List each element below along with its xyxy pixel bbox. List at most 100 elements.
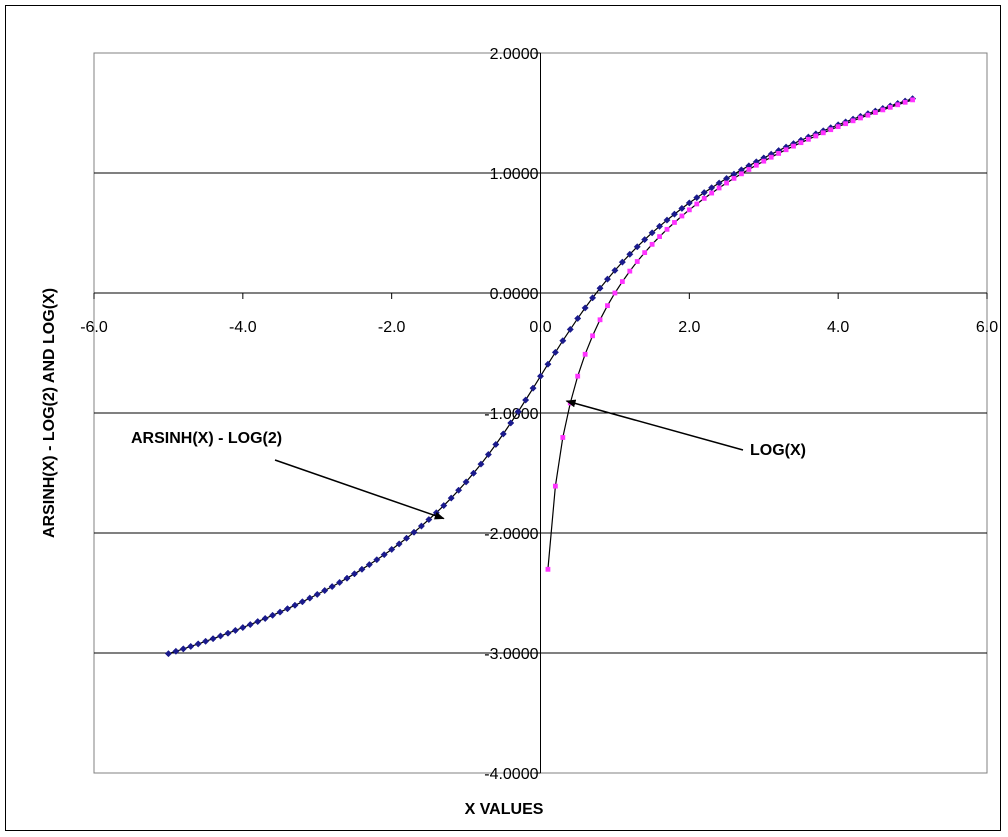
data-point: [492, 440, 500, 448]
data-point: [566, 325, 574, 333]
data-point: [350, 570, 359, 578]
data-point: [648, 229, 656, 237]
data-point: [619, 279, 625, 284]
data-point: [663, 216, 671, 224]
x-tick-label: 4.0: [827, 319, 849, 336]
data-point: [693, 194, 701, 202]
y-tick-label: 0.0000: [490, 286, 539, 303]
data-point: [328, 583, 336, 591]
data-point: [417, 522, 425, 530]
data-point: [313, 590, 321, 598]
data-point: [858, 115, 863, 121]
data-point: [179, 645, 187, 653]
data-point: [462, 478, 470, 486]
data-point: [672, 220, 677, 225]
data-point: [701, 195, 707, 201]
data-point: [440, 502, 448, 510]
data-point: [484, 450, 492, 459]
data-point: [880, 107, 886, 113]
data-point: [231, 626, 239, 634]
data-point: [596, 284, 604, 292]
data-point: [514, 408, 522, 416]
data-point: [410, 528, 418, 536]
data-point: [455, 486, 463, 494]
data-point: [649, 241, 655, 247]
data-point: [776, 151, 782, 156]
data-point: [582, 351, 588, 357]
data-point: [560, 435, 566, 440]
data-point: [686, 207, 692, 213]
data-point: [545, 566, 551, 572]
data-point: [768, 154, 774, 160]
data-point: [895, 102, 901, 108]
annotations: ARSINH(X) - LOG(2) LOG(X): [131, 399, 806, 520]
data-point: [164, 650, 172, 658]
data-point: [887, 104, 893, 110]
data-point: [709, 190, 715, 196]
data-point: [194, 640, 202, 648]
x-tick-label: 2.0: [678, 319, 700, 336]
data-point: [700, 189, 708, 197]
data-point: [477, 460, 485, 468]
x-tick-label: 0.0: [529, 319, 551, 336]
data-point: [261, 614, 269, 623]
data-point: [642, 250, 648, 256]
data-point: [739, 171, 744, 177]
data-point: [254, 618, 262, 626]
data-point: [731, 175, 737, 181]
data-point: [306, 594, 314, 602]
y-tick-label: -2.0000: [484, 526, 538, 543]
x-tick-label: -4.0: [229, 319, 257, 336]
data-point: [634, 259, 640, 264]
data-point: [605, 303, 610, 309]
data-point: [872, 110, 878, 115]
data-point: [850, 118, 856, 124]
series-log: [545, 97, 915, 572]
data-point: [783, 147, 789, 153]
x-tick-label: 6.0: [976, 319, 998, 336]
data-point: [552, 483, 558, 489]
data-point: [657, 234, 662, 239]
data-point: [172, 647, 180, 655]
data-point: [746, 167, 752, 172]
data-point: [522, 396, 530, 404]
data-point: [806, 136, 811, 142]
data-point: [910, 97, 915, 103]
data-point: [603, 275, 612, 283]
data-point: [835, 124, 841, 130]
data-point: [828, 127, 834, 133]
data-point: [321, 586, 329, 595]
data-point: [544, 360, 552, 368]
data-point: [187, 642, 195, 650]
data-point: [589, 294, 597, 302]
y-tick-label: -3.0000: [484, 646, 538, 663]
data-point: [239, 623, 247, 632]
x-tick-label: -6.0: [80, 319, 108, 336]
chart-frame: [5, 5, 1001, 831]
data-point: [298, 598, 306, 606]
data-point: [529, 384, 537, 392]
data-point: [664, 226, 670, 232]
data-point: [447, 494, 455, 502]
data-point: [283, 605, 292, 613]
data-point: [536, 372, 545, 380]
data-point: [791, 143, 796, 149]
data-point: [202, 637, 210, 645]
data-point: [626, 250, 634, 258]
data-point: [716, 185, 722, 191]
data-point: [724, 180, 729, 186]
data-point: [694, 201, 700, 207]
annotation-log-label: LOG(X): [750, 442, 806, 459]
data-point: [597, 317, 603, 323]
data-point: [612, 290, 618, 296]
y-axis-title: ARSINH(X) - LOG(2) AND LOG(X): [41, 288, 58, 538]
data-point: [343, 574, 351, 582]
data-point: [224, 629, 232, 637]
data-point: [685, 199, 693, 207]
y-tick-label: -1.0000: [484, 406, 538, 423]
data-point: [425, 515, 433, 524]
data-point: [627, 268, 633, 274]
y-tick-label: -4.0000: [484, 766, 538, 783]
data-point: [276, 608, 284, 616]
